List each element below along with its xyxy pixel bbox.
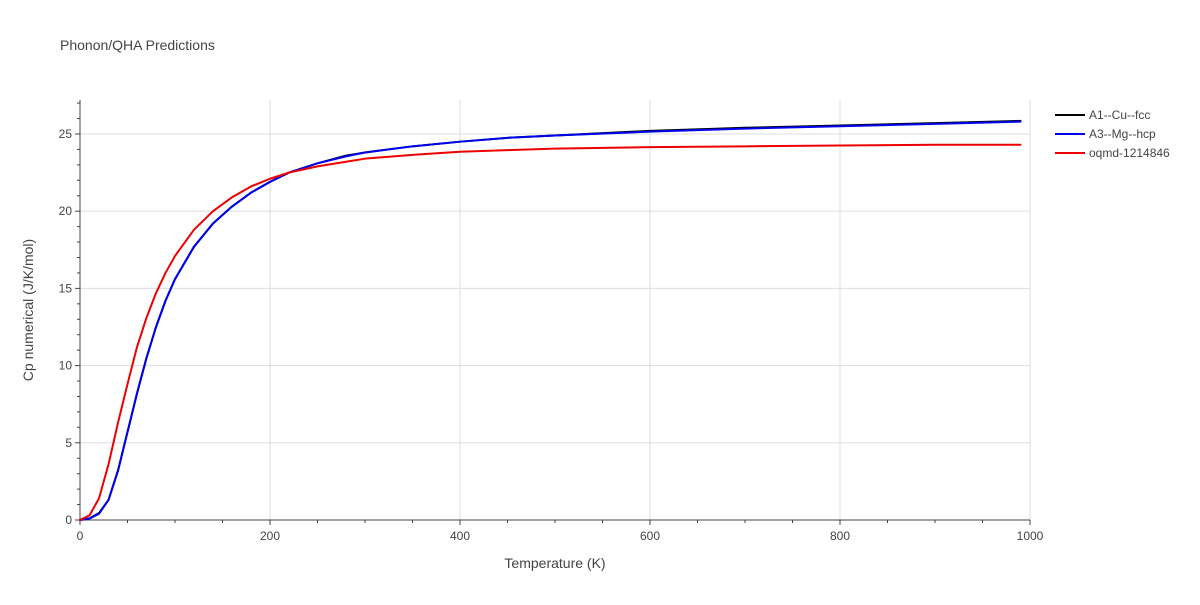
x-tick-label: 600 — [640, 529, 660, 543]
y-tick-label: 0 — [65, 513, 72, 527]
y-tick-label: 10 — [59, 359, 73, 373]
y-tick-label: 15 — [59, 281, 73, 295]
y-tick-label: 20 — [59, 204, 73, 218]
x-axis-title: Temperature (K) — [504, 555, 605, 571]
y-tick-label: 25 — [59, 127, 73, 141]
series-layer — [79, 119, 1022, 521]
legend[interactable]: A1--Cu--fcc A3--Mg--hcp oqmd-1214846 — [1055, 108, 1170, 160]
series-line-a3-mg-hcp — [79, 120, 1022, 521]
x-tick-label: 400 — [450, 529, 470, 543]
y-tick-label: 5 — [65, 436, 72, 450]
legend-label: oqmd-1214846 — [1089, 146, 1170, 160]
y-axis-title: Cp numerical (J/K/mol) — [20, 239, 36, 381]
axis-layer: 0 200 400 600 800 1000 0 5 10 15 20 25 — [59, 100, 1044, 543]
grid-layer — [80, 100, 1031, 520]
series-line-oqmd-1214846 — [79, 143, 1022, 521]
x-tick-label: 200 — [260, 529, 280, 543]
legend-label: A3--Mg--hcp — [1089, 127, 1156, 141]
chart-title: Phonon/QHA Predictions — [60, 37, 215, 53]
legend-item[interactable]: A1--Cu--fcc — [1055, 108, 1150, 122]
legend-item[interactable]: oqmd-1214846 — [1055, 146, 1170, 160]
x-tick-label: 0 — [77, 529, 84, 543]
legend-item[interactable]: A3--Mg--hcp — [1055, 127, 1156, 141]
x-tick-label: 1000 — [1017, 529, 1044, 543]
x-tick-label: 800 — [830, 529, 850, 543]
legend-label: A1--Cu--fcc — [1089, 108, 1150, 122]
